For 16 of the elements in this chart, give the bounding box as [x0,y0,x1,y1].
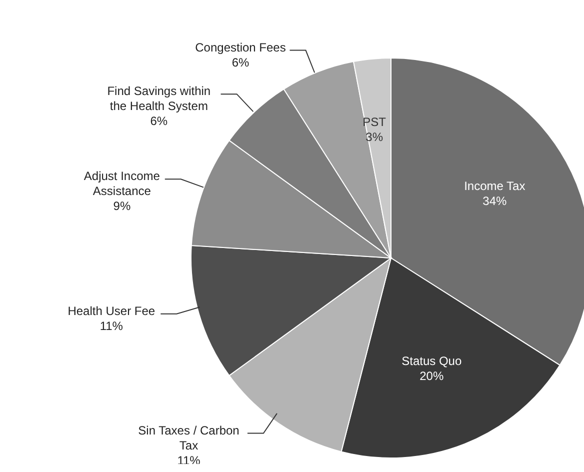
slice-label: Adjust Income Assistance [84,169,160,198]
slice-label: Congestion Fees [195,40,286,54]
data-label: 20% [420,368,444,383]
data-label: 34% [482,194,507,208]
data-label: 11% [100,318,124,333]
slice-label: Health User Fee [68,304,156,318]
slice-label: Status Quo [402,354,462,368]
data-label: 11% [177,453,201,468]
data-label: 3% [366,130,384,144]
slice-label: PST [362,115,387,130]
slice-label: Sin Taxes / Carbon Tax [138,423,240,452]
slice-label: Find Savings within the Health System [107,84,211,114]
slice-label: Income Tax [464,178,526,193]
data-label: 9% [113,199,131,214]
data-label: 6% [150,114,168,128]
data-label: 6% [232,55,250,70]
